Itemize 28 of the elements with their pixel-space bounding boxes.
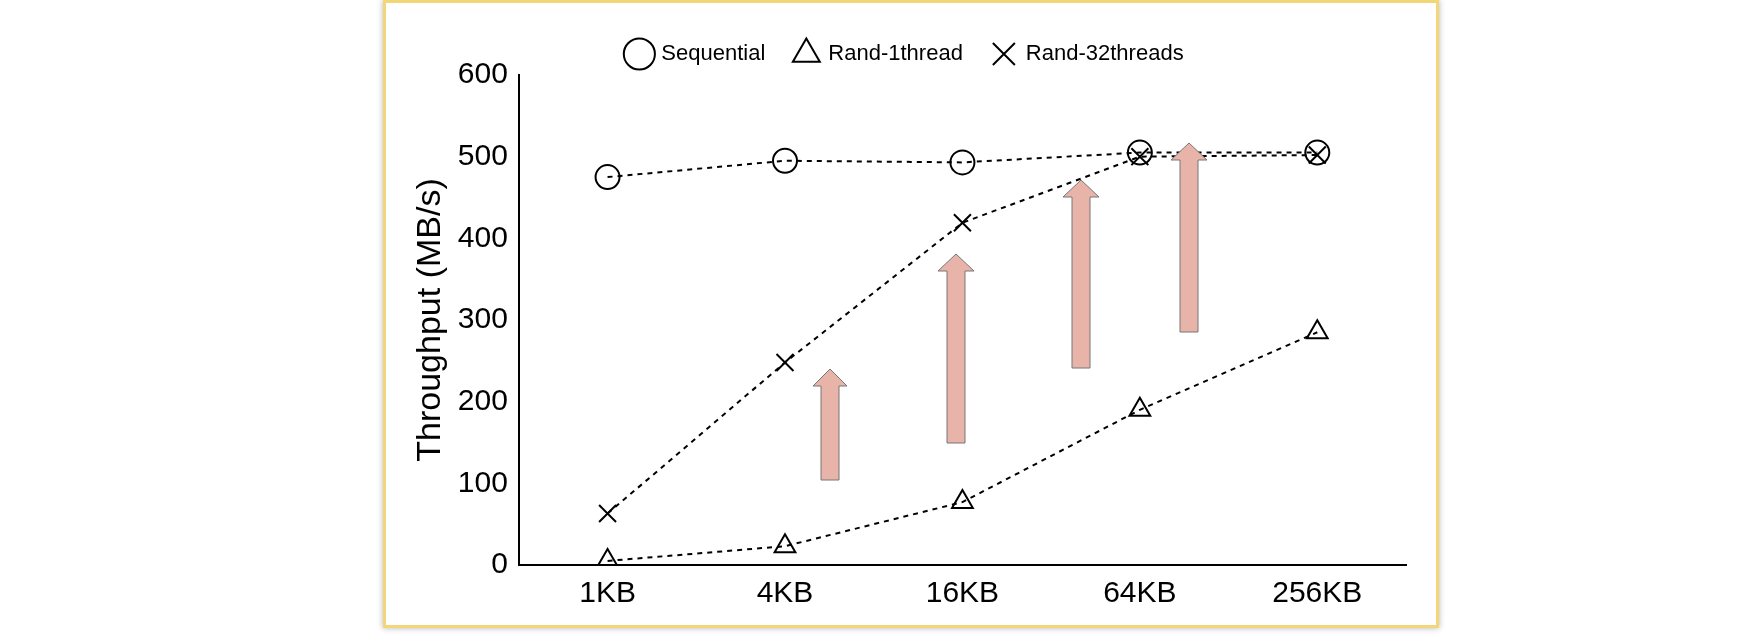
y-tick-label: 200: [457, 382, 508, 416]
point: [1126, 139, 1153, 166]
point: [951, 489, 974, 510]
x-tick-label: 64KB: [1103, 575, 1177, 609]
y-tick-label: 400: [457, 219, 508, 253]
y-axis-title: Throughput (MB/s): [408, 178, 447, 462]
point: [949, 149, 976, 176]
x-tick-label: 4KB: [756, 575, 814, 609]
point: [952, 213, 972, 233]
point: [775, 352, 795, 372]
x-tick-label: 256KB: [1272, 575, 1363, 609]
point: [594, 164, 621, 191]
y-tick-label: 600: [457, 56, 508, 90]
point: [773, 533, 797, 554]
y-tick-label: 0: [491, 546, 508, 580]
point: [1128, 396, 1152, 417]
point: [596, 547, 619, 565]
legend-label: Rand-1thread: [828, 40, 963, 66]
x-tick-label: 1KB: [579, 575, 636, 609]
point: [772, 147, 798, 174]
legend-label: Rand-32threads: [1025, 40, 1184, 66]
y-tick-label: 100: [457, 464, 508, 498]
point: [1304, 139, 1331, 166]
x-tick-label: 16KB: [925, 575, 1000, 609]
point: [1305, 319, 1329, 340]
y-tick-label: 300: [457, 301, 508, 335]
y-tick-label: 500: [457, 137, 508, 171]
legend-label: Sequential: [661, 40, 766, 66]
